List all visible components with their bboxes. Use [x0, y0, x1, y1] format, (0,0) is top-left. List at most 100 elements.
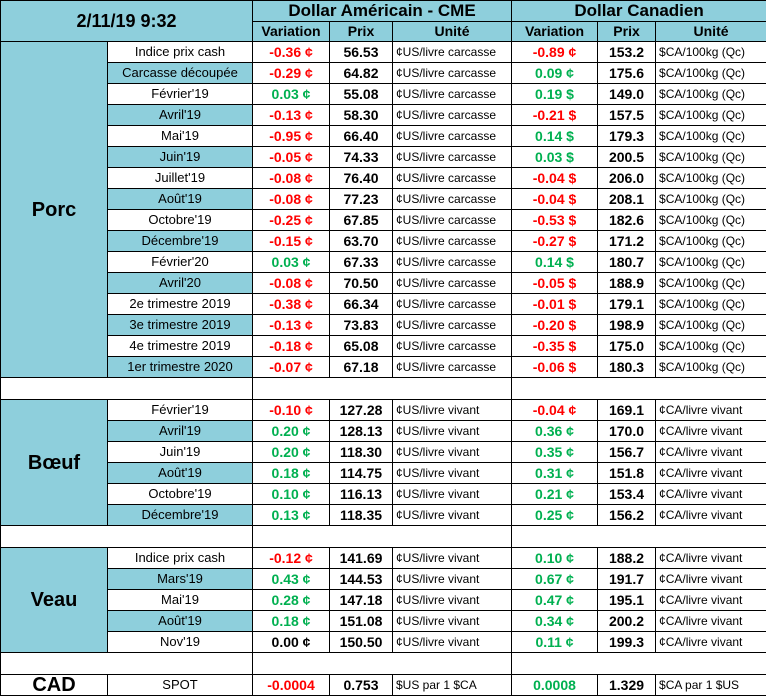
cad-variation: -0.21 $	[512, 105, 598, 126]
cad-variation: 0.14 $	[512, 126, 598, 147]
table-row: Juillet'19-0.08 ¢76.40¢US/livre carcasse…	[1, 168, 766, 189]
cad-prix: 208.1	[598, 189, 656, 210]
cad-unite: $CA/100kg (Qc)	[656, 231, 766, 252]
usd-unite: ¢US/livre carcasse	[393, 105, 512, 126]
spacer-cell	[1, 526, 253, 548]
usd-unite: ¢US/livre carcasse	[393, 336, 512, 357]
cad-prix: 171.2	[598, 231, 656, 252]
table-row: Carcasse découpée-0.29 ¢64.82¢US/livre c…	[1, 63, 766, 84]
usd-prix: 56.53	[330, 42, 393, 63]
usd-variation: 0.13 ¢	[253, 505, 330, 526]
usd-variation: -0.15 ¢	[253, 231, 330, 252]
spacer-cell	[512, 378, 766, 400]
row-label: Indice prix cash	[108, 42, 253, 63]
cad-unite: $CA/100kg (Qc)	[656, 252, 766, 273]
usd-prix: 127.28	[330, 400, 393, 421]
cad-unite: ¢CA/livre vivant	[656, 632, 766, 653]
cad-unite: ¢CA/livre vivant	[656, 400, 766, 421]
cad-unite: ¢CA/livre vivant	[656, 484, 766, 505]
row-label: Août'19	[108, 611, 253, 632]
spacer-cell	[253, 378, 512, 400]
cad-variation: -0.27 $	[512, 231, 598, 252]
usd-variation: 0.18 ¢	[253, 611, 330, 632]
usd-prix: 58.30	[330, 105, 393, 126]
cad-prix: 180.7	[598, 252, 656, 273]
cad-prix: 153.2	[598, 42, 656, 63]
cad-variation: -0.01 $	[512, 294, 598, 315]
cad-variation: 0.35 ¢	[512, 442, 598, 463]
cad-prix: 170.0	[598, 421, 656, 442]
cad-unite: $CA/100kg (Qc)	[656, 294, 766, 315]
usd-prix: 77.23	[330, 189, 393, 210]
row-label: 3e trimestre 2019	[108, 315, 253, 336]
usd-variation: -0.38 ¢	[253, 294, 330, 315]
spacer-cell	[253, 653, 512, 675]
cad-unite: $CA/100kg (Qc)	[656, 42, 766, 63]
table-row: Décembre'19-0.15 ¢63.70¢US/livre carcass…	[1, 231, 766, 252]
spacer-cell	[1, 378, 253, 400]
usd-unite: ¢US/livre vivant	[393, 484, 512, 505]
cad-variation: 0.0008	[512, 675, 598, 696]
row-label: Août'19	[108, 189, 253, 210]
usd-unite: ¢US/livre carcasse	[393, 210, 512, 231]
cad-variation: 0.14 $	[512, 252, 598, 273]
usd-variation: -0.10 ¢	[253, 400, 330, 421]
row-label: Mai'19	[108, 126, 253, 147]
usd-variation: 0.00 ¢	[253, 632, 330, 653]
cad-unite: ¢CA/livre vivant	[656, 569, 766, 590]
cad-prix: 206.0	[598, 168, 656, 189]
group-label: Veau	[1, 548, 108, 653]
cad-variation: -0.05 $	[512, 273, 598, 294]
usd-unite: ¢US/livre carcasse	[393, 252, 512, 273]
usd-variation: 0.18 ¢	[253, 463, 330, 484]
cad-prix: 179.3	[598, 126, 656, 147]
usd-variation: -0.13 ¢	[253, 315, 330, 336]
cad-prix: 191.7	[598, 569, 656, 590]
usd-prix: 118.35	[330, 505, 393, 526]
usd-variation: 0.20 ¢	[253, 442, 330, 463]
usd-variation: -0.0004	[253, 675, 330, 696]
cad-unite: $CA/100kg (Qc)	[656, 189, 766, 210]
cad-prix: 1.329	[598, 675, 656, 696]
usd-unite: ¢US/livre carcasse	[393, 147, 512, 168]
cad-prix: 200.5	[598, 147, 656, 168]
row-label: Octobre'19	[108, 210, 253, 231]
row-label: 1er trimestre 2020	[108, 357, 253, 378]
usd-prix: 63.70	[330, 231, 393, 252]
row-label: Avril'19	[108, 421, 253, 442]
usd-prix: 147.18	[330, 590, 393, 611]
usd-variation: 0.03 ¢	[253, 84, 330, 105]
usd-unite: ¢US/livre vivant	[393, 569, 512, 590]
datetime-label: 2/11/19 9:32	[1, 1, 253, 42]
usd-variation: -0.08 ¢	[253, 168, 330, 189]
usd-prix: 0.753	[330, 675, 393, 696]
cad-variation: -0.53 $	[512, 210, 598, 231]
cad-unite: $CA/100kg (Qc)	[656, 168, 766, 189]
usd-unite: ¢US/livre vivant	[393, 505, 512, 526]
cad-unite: $CA/100kg (Qc)	[656, 147, 766, 168]
spacer-row	[1, 526, 766, 548]
row-label: Février'20	[108, 252, 253, 273]
usd-prix: 67.18	[330, 357, 393, 378]
cad-unite: $CA/100kg (Qc)	[656, 357, 766, 378]
row-label: Octobre'19	[108, 484, 253, 505]
row-label: Février'19	[108, 400, 253, 421]
cad-prix: 151.8	[598, 463, 656, 484]
usd-variation: -0.95 ¢	[253, 126, 330, 147]
usd-unite: ¢US/livre carcasse	[393, 294, 512, 315]
usd-prix: 118.30	[330, 442, 393, 463]
row-label: Mai'19	[108, 590, 253, 611]
usd-prix: 55.08	[330, 84, 393, 105]
usd-unite: ¢US/livre carcasse	[393, 168, 512, 189]
cad-prix: 198.9	[598, 315, 656, 336]
group-label: Porc	[1, 42, 108, 378]
cad-unite: $CA/100kg (Qc)	[656, 210, 766, 231]
cad-unite: ¢CA/livre vivant	[656, 463, 766, 484]
cad-prix: 200.2	[598, 611, 656, 632]
cad-prix: 156.2	[598, 505, 656, 526]
cad-unite: ¢CA/livre vivant	[656, 442, 766, 463]
